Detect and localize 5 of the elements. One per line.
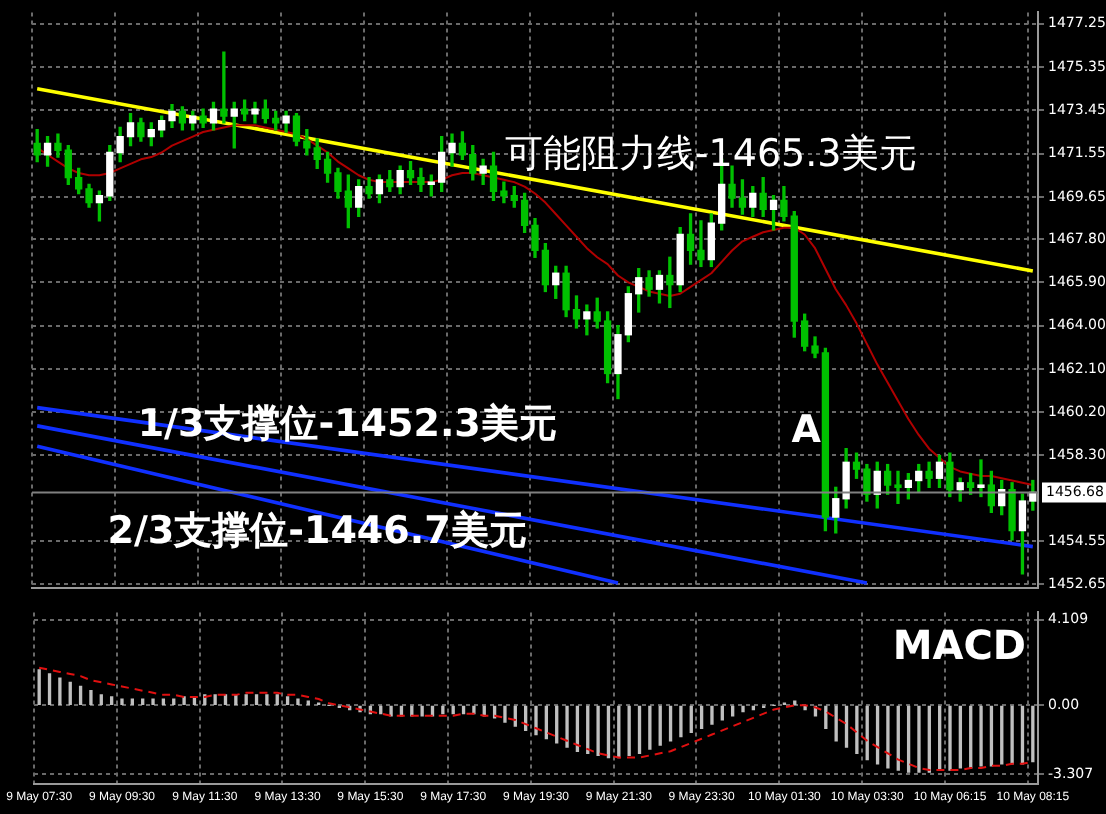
annotation: A xyxy=(791,408,822,453)
line-series xyxy=(38,666,1034,772)
chart-title: MACD xyxy=(892,620,1026,669)
annotation: 可能阻力线-1465.3美元 xyxy=(504,132,918,177)
candlestick xyxy=(220,51,228,124)
